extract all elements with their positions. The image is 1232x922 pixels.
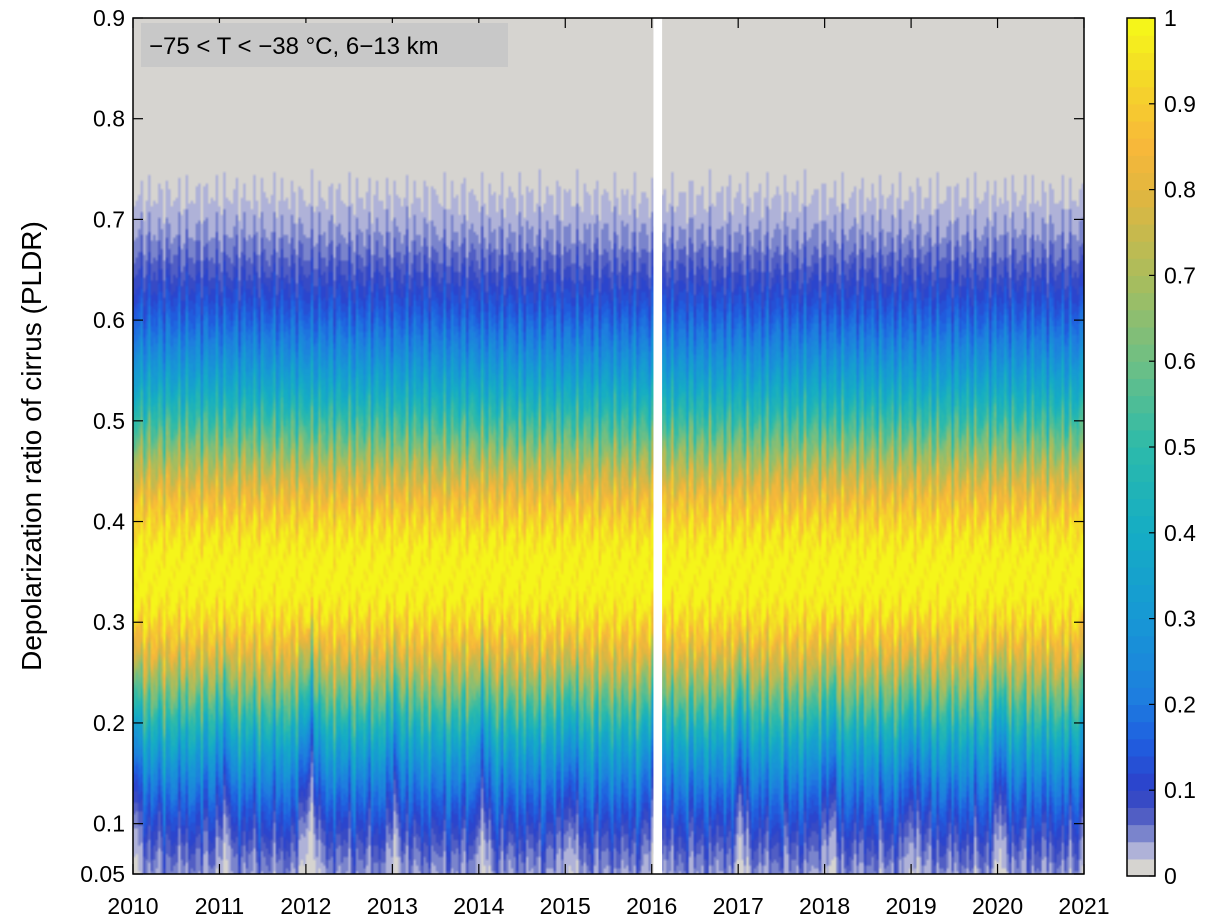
y-tick-label: 0.4: [93, 509, 125, 535]
y-tick-label: 0.6: [93, 307, 125, 333]
colorbar-tick-label: 1: [1164, 5, 1177, 31]
colorbar-level: [1127, 326, 1155, 345]
colorbar-level: [1127, 344, 1155, 362]
x-tick-label: 2016: [626, 893, 677, 919]
colorbar-level: [1127, 52, 1155, 71]
colorbar-tick-label: 0.4: [1164, 520, 1196, 546]
colorbar-tick-label: 0.6: [1164, 348, 1196, 374]
colorbar-level: [1127, 464, 1155, 482]
colorbar-level: [1127, 790, 1155, 808]
colorbar-level: [1127, 189, 1155, 208]
x-tick-label: 2013: [367, 893, 418, 919]
colorbar-tick-label: 0.5: [1164, 434, 1196, 460]
colorbar-level: [1127, 824, 1155, 843]
x-tick-label: 2010: [107, 893, 158, 919]
colorbar-level: [1127, 120, 1155, 139]
colorbar-tick-label: 0: [1164, 863, 1177, 889]
colorbar-level: [1127, 618, 1155, 637]
colorbar-level: [1127, 206, 1155, 225]
colorbar-level: [1127, 773, 1155, 791]
colorbar-level: [1127, 172, 1155, 191]
colorbar-level: [1127, 361, 1155, 379]
x-axis: 2010 2011 2012 2013 2014 2015 2016 2017 2018 2019…: [107, 18, 1110, 919]
colorbar: 0 0.1 0.2 0.3 0.4 0.5 0.6 0.7 0.8 0.9 1: [1126, 5, 1196, 889]
y-tick-label: 0.8: [93, 106, 125, 132]
colorbar-level: [1127, 704, 1155, 723]
colorbar-tick-label: 0.8: [1164, 177, 1196, 203]
colorbar-level: [1127, 635, 1155, 654]
plot-area: [132, 17, 1085, 875]
colorbar-level: [1127, 258, 1155, 276]
colorbar-level: [1127, 275, 1155, 294]
colorbar-level: [1127, 755, 1155, 774]
colorbar-tick-label: 0.2: [1164, 691, 1196, 717]
y-axis-label: Depolarization ratio of cirrus (PLDR): [16, 221, 47, 671]
colorbar-level: [1127, 721, 1155, 740]
colorbar-tick-label: 0.9: [1164, 91, 1196, 117]
colorbar-level: [1127, 292, 1155, 311]
x-tick-label: 2011: [195, 893, 244, 919]
colorbar-level: [1127, 601, 1155, 620]
colorbar-level: [1127, 378, 1155, 397]
x-tick-label: 2014: [453, 893, 504, 919]
colorbar-level: [1127, 567, 1155, 585]
y-tick-label: 0.05: [80, 861, 125, 887]
y-tick-label: 0.9: [93, 5, 125, 31]
colorbar-level: [1127, 670, 1155, 688]
colorbar-level: [1127, 498, 1155, 517]
annotation-background: [141, 23, 508, 67]
colorbar-level: [1127, 223, 1155, 242]
colorbar-level: [1127, 241, 1155, 259]
y-tick-label: 0.7: [93, 206, 125, 232]
y-tick-label: 0.2: [93, 710, 125, 736]
colorbar-level: [1127, 429, 1155, 448]
colorbar-tick-label: 0.1: [1164, 777, 1196, 803]
colorbar-tick-label: 0.3: [1164, 606, 1196, 632]
x-tick-label: 2015: [540, 893, 591, 919]
colorbar-level: [1127, 309, 1155, 328]
colorbar-level: [1127, 447, 1155, 465]
colorbar-level: [1127, 738, 1155, 757]
colorbar-level: [1127, 69, 1155, 88]
y-tick-label: 0.5: [93, 408, 125, 434]
colorbar-level: [1127, 687, 1155, 705]
colorbar-level: [1127, 841, 1155, 860]
y-tick-label: 0.1: [93, 811, 125, 837]
colorbar-level: [1127, 532, 1155, 551]
colorbar-level: [1127, 584, 1155, 603]
x-tick-label: 2017: [713, 893, 764, 919]
x-tick-label: 2020: [972, 893, 1023, 919]
colorbar-axis: 0 0.1 0.2 0.3 0.4 0.5 0.6 0.7 0.8 0.9 1: [1149, 5, 1196, 889]
heatmap-field: [133, 18, 1084, 874]
colorbar-tick-label: 0.7: [1164, 262, 1196, 288]
colorbar-level: [1127, 481, 1155, 500]
colorbar-level: [1127, 412, 1155, 431]
plot-frame: [132, 17, 1085, 875]
x-tick-label: 2019: [886, 893, 937, 919]
colorbar-gradient: [1127, 18, 1155, 877]
colorbar-level: [1127, 515, 1155, 534]
colorbar-level: [1127, 35, 1155, 53]
x-tick-label: 2021: [1058, 893, 1109, 919]
annotation-label: −75 < T < −38 °C, 6−13 km: [149, 33, 439, 60]
colorbar-level: [1127, 138, 1155, 156]
annotation-box: −75 < T < −38 °C, 6−13 km: [141, 23, 508, 67]
colorbar-level: [1127, 549, 1155, 568]
colorbar-level: [1127, 103, 1155, 122]
x-tick-label: 2018: [799, 893, 850, 919]
colorbar-level: [1127, 86, 1155, 105]
x-tick-label: 2012: [280, 893, 331, 919]
y-tick-label: 0.3: [93, 609, 125, 635]
colorbar-level: [1127, 395, 1155, 414]
colorbar-level: [1127, 18, 1155, 36]
data-gap-band: [653, 18, 663, 874]
y-axis: 0.05 0.1 0.2 0.3 0.4 0.5 0.6 0.7 0.8 0.9: [80, 5, 1084, 887]
colorbar-level: [1127, 155, 1155, 174]
colorbar-level: [1127, 652, 1155, 671]
colorbar-level: [1127, 858, 1155, 877]
colorbar-level: [1127, 807, 1155, 826]
